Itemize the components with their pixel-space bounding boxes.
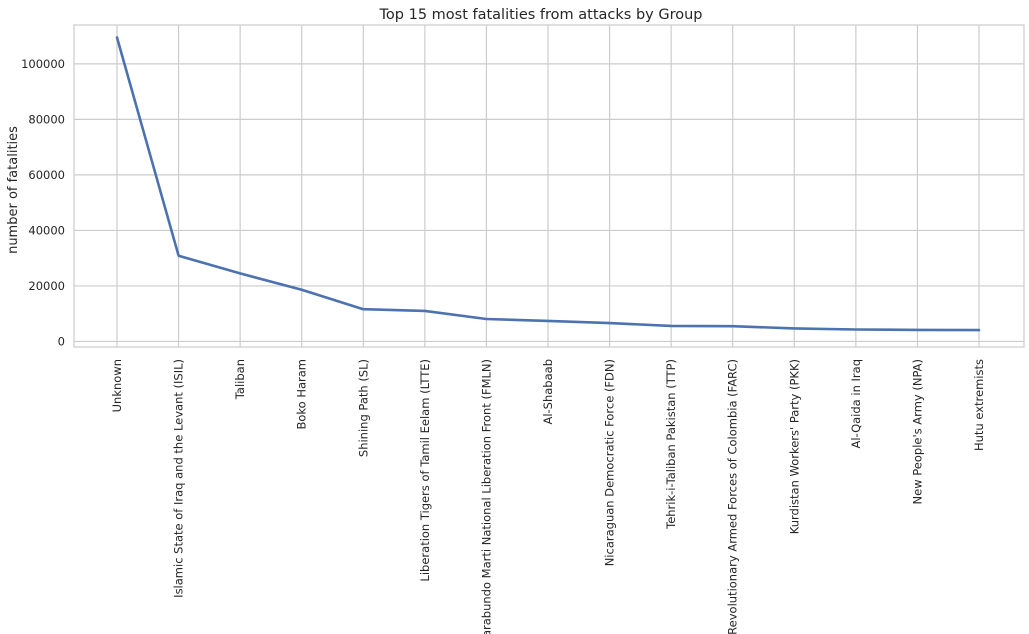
chart-title: Top 15 most fatalities from attacks by G… xyxy=(379,7,703,23)
x-tick-label: Nicaraguan Democratic Force (FDN) xyxy=(603,359,617,566)
y-tick-label: 0 xyxy=(58,334,65,348)
x-tick-label: Al-Qaida in Iraq xyxy=(849,359,863,449)
x-tick-label: Kurdistan Workers' Party (PKK) xyxy=(787,359,801,534)
x-tick-label: Hutu extremists xyxy=(972,359,986,451)
y-tick-label: 80000 xyxy=(28,112,65,126)
x-tick-label: Liberation Tigers of Tamil Eelam (LTTE) xyxy=(418,359,432,582)
x-tick-label: Boko Haram xyxy=(295,359,309,430)
y-tick-label: 100000 xyxy=(21,57,65,71)
x-tick-label: New People's Army (NPA) xyxy=(910,359,924,504)
y-tick-labels: 0 20000 40000 60000 80000 100000 xyxy=(21,57,65,349)
x-tick-label: Shining Path (SL) xyxy=(356,359,370,457)
x-tick-label: Islamic State of Iraq and the Levant (IS… xyxy=(172,359,186,598)
x-tick-label: Unknown xyxy=(110,359,124,412)
y-axis-label: number of fatalities xyxy=(6,126,21,254)
x-tick-label: Farabundo Marti National Liberation Fron… xyxy=(479,359,493,634)
x-tick-label: Tehrik-i-Taliban Pakistan (TTP) xyxy=(664,359,678,530)
y-tick-label: 20000 xyxy=(28,279,65,293)
x-tick-label: Al-Shabaab xyxy=(541,359,555,425)
x-tick-labels: Unknown Islamic State of Iraq and the Lev… xyxy=(110,359,986,634)
fatalities-line xyxy=(115,36,981,332)
plot-frame xyxy=(73,24,1025,348)
x-tick-label: Taliban xyxy=(233,359,247,400)
grid-lines xyxy=(74,25,1024,347)
y-tick-label: 40000 xyxy=(28,223,65,237)
x-tick-label: Revolutionary Armed Forces of Colombia (… xyxy=(726,359,740,634)
y-tick-label: 60000 xyxy=(28,168,65,182)
